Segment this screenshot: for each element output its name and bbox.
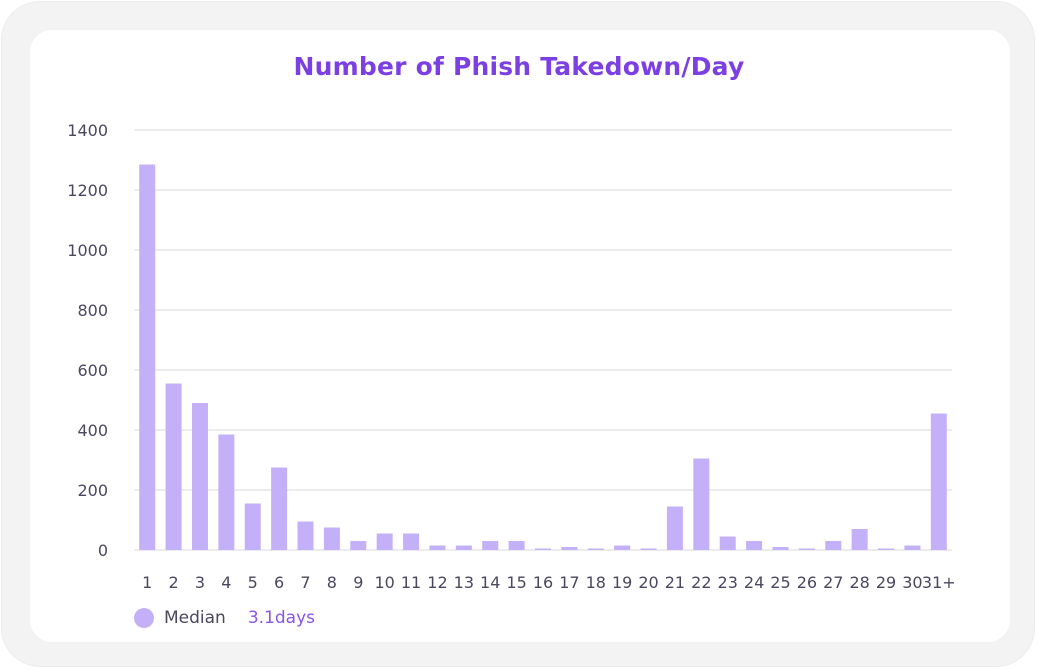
x-tick-label: 17 [559, 573, 579, 592]
x-tick-label: 24 [744, 573, 764, 592]
x-tick-label: 10 [374, 573, 394, 592]
bar [429, 545, 446, 550]
bars [139, 164, 947, 550]
x-tick-label: 7 [300, 573, 310, 592]
bar [719, 536, 736, 550]
bar [244, 503, 261, 550]
x-tick-label: 31+ [922, 573, 956, 592]
bar [403, 533, 420, 550]
x-tick-label: 19 [612, 573, 632, 592]
x-tick-label: 14 [480, 573, 500, 592]
y-tick-label: 800 [77, 301, 108, 320]
x-tick-label: 11 [401, 573, 421, 592]
bar [666, 506, 683, 550]
y-tick-label: 1400 [67, 121, 108, 140]
y-tick-label: 200 [77, 481, 108, 500]
x-tick-label: 1 [142, 573, 152, 592]
bar [191, 403, 208, 550]
x-tick-label: 30 [902, 573, 922, 592]
bar [297, 521, 314, 550]
bar [561, 547, 578, 550]
x-tick-label: 23 [718, 573, 738, 592]
y-tick-label: 1200 [67, 181, 108, 200]
legend-swatch-icon [134, 608, 154, 628]
x-axis-ticks: 1 2 3 4 5 6 7 8 9 10 11 12 13 14 15 16 17 18 19 20 21 22 23 24 2… [142, 573, 956, 592]
bar [746, 541, 763, 550]
x-tick-label: 6 [274, 573, 284, 592]
bar [587, 548, 604, 550]
x-tick-label: 15 [506, 573, 526, 592]
x-tick-label: 26 [797, 573, 817, 592]
y-tick-label: 0 [98, 541, 108, 560]
legend: Median 3.1days [134, 608, 315, 628]
x-tick-label: 28 [849, 573, 869, 592]
bar [535, 548, 551, 550]
x-tick-label: 2 [168, 573, 178, 592]
bar [798, 548, 815, 550]
y-tick-label: 600 [77, 361, 108, 380]
bar [772, 547, 789, 550]
bar [376, 533, 393, 550]
bar [350, 541, 367, 550]
chart-title: Number of Phish Takedown/Day [293, 52, 745, 81]
bar [482, 541, 499, 550]
x-tick-label: 13 [454, 573, 474, 592]
x-tick-label: 16 [533, 573, 553, 592]
x-tick-label: 8 [327, 573, 337, 592]
bar [271, 467, 288, 550]
x-tick-label: 29 [876, 573, 896, 592]
bar [455, 545, 472, 550]
y-axis-ticks: 0 200 400 600 800 1000 1200 1400 [67, 121, 108, 560]
bar [139, 164, 156, 550]
bar [878, 548, 895, 550]
x-tick-label: 9 [353, 573, 363, 592]
bar [323, 527, 340, 550]
bar [851, 529, 868, 550]
x-tick-label: 20 [638, 573, 658, 592]
bar [614, 545, 631, 550]
bar [508, 541, 525, 550]
bar [825, 541, 842, 550]
x-tick-label: 4 [221, 573, 231, 592]
bar [165, 383, 182, 550]
x-tick-label: 12 [427, 573, 447, 592]
x-tick-label: 5 [248, 573, 258, 592]
x-tick-label: 18 [586, 573, 606, 592]
y-tick-label: 1000 [67, 241, 108, 260]
bar [904, 545, 921, 550]
x-tick-label: 3 [195, 573, 205, 592]
x-tick-label: 21 [665, 573, 685, 592]
grid-lines [134, 129, 952, 551]
legend-median-value: 3.1days [247, 608, 316, 628]
y-tick-label: 400 [77, 421, 108, 440]
bar [930, 413, 947, 550]
legend-label: Median [164, 608, 226, 628]
bar [640, 548, 657, 550]
x-tick-label: 25 [770, 573, 790, 592]
x-tick-label: 27 [823, 573, 843, 592]
bar [218, 434, 235, 550]
x-tick-label: 22 [691, 573, 711, 592]
bar [693, 458, 710, 550]
